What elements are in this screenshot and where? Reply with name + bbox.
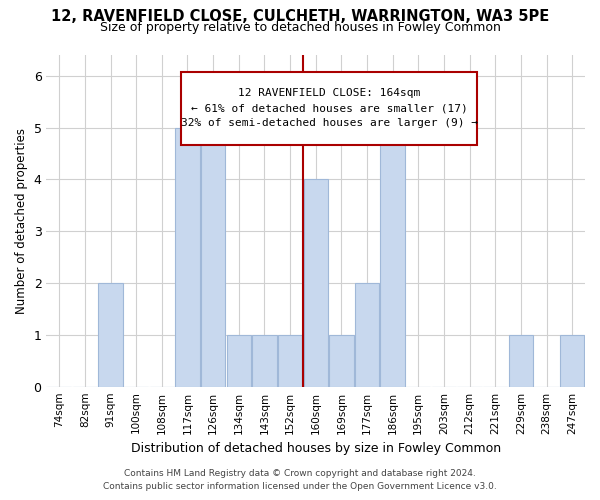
Bar (227, 335, 251, 386)
Bar (329, 335, 353, 386)
Bar (304, 180, 328, 386)
Bar (560, 335, 584, 386)
Text: Contains HM Land Registry data © Crown copyright and database right 2024.
Contai: Contains HM Land Registry data © Crown c… (103, 470, 497, 491)
X-axis label: Distribution of detached houses by size in Fowley Common: Distribution of detached houses by size … (131, 442, 501, 455)
Bar (380, 128, 405, 386)
Y-axis label: Number of detached properties: Number of detached properties (15, 128, 28, 314)
Bar (175, 128, 200, 386)
Text: 12 RAVENFIELD CLOSE: 164sqm
← 61% of detached houses are smaller (17)
32% of sem: 12 RAVENFIELD CLOSE: 164sqm ← 61% of det… (181, 88, 478, 128)
Bar (252, 335, 277, 386)
Bar (201, 128, 226, 386)
Bar (509, 335, 533, 386)
Bar (355, 283, 379, 387)
Text: 12, RAVENFIELD CLOSE, CULCHETH, WARRINGTON, WA3 5PE: 12, RAVENFIELD CLOSE, CULCHETH, WARRINGT… (51, 9, 549, 24)
FancyBboxPatch shape (181, 72, 477, 144)
Text: Size of property relative to detached houses in Fowley Common: Size of property relative to detached ho… (100, 21, 500, 34)
Bar (98, 283, 123, 387)
Bar (278, 335, 302, 386)
